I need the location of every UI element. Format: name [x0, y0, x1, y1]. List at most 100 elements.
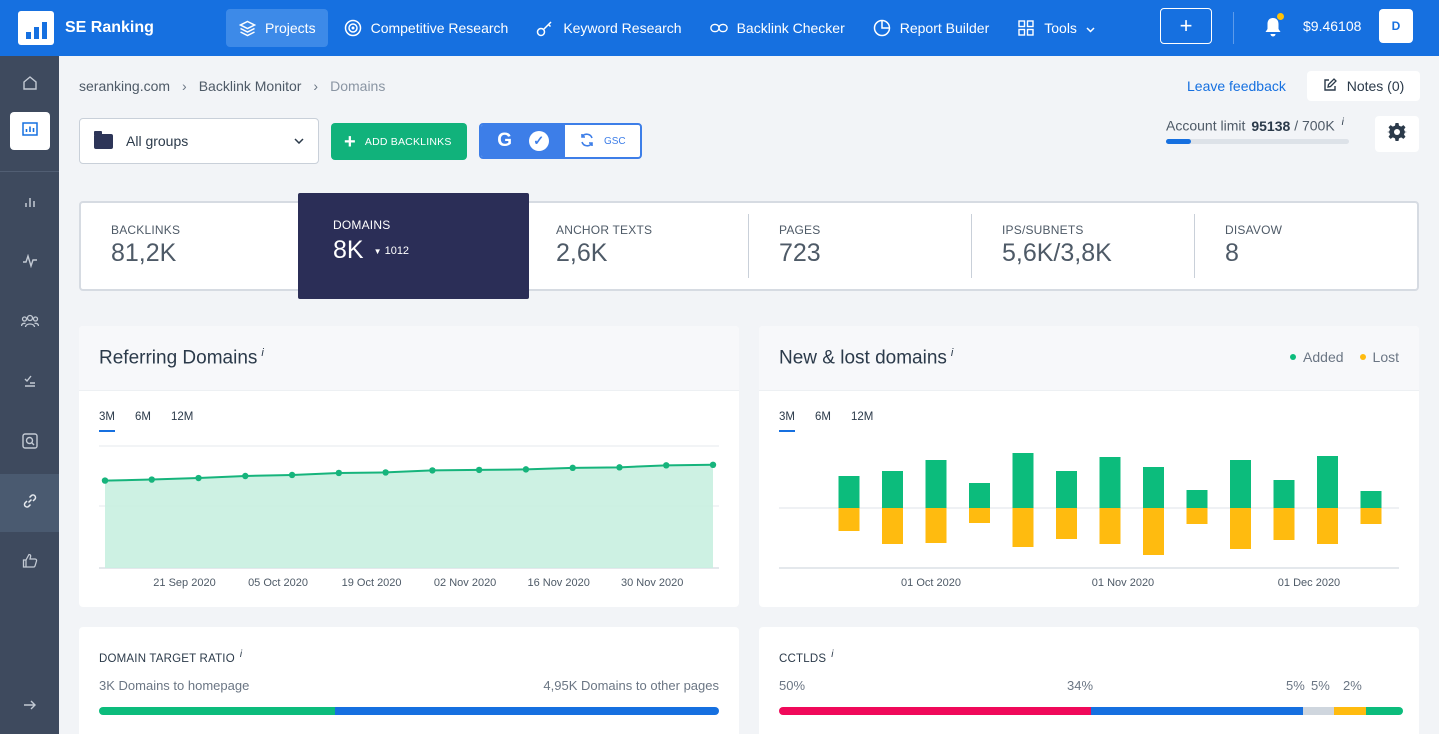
gsc-connect-widget[interactable]: G ✓ GSC: [479, 123, 642, 159]
account-limit-label: Account limit: [1166, 117, 1246, 134]
sidebar-item-audit[interactable]: [0, 354, 59, 412]
google-icon: G: [497, 130, 513, 151]
data-point: [101, 477, 109, 484]
tab-12m[interactable]: 12M: [850, 411, 874, 423]
stat-ips-value: 5,6K/3,8K: [1002, 239, 1112, 267]
cctld-segment[interactable]: [1303, 707, 1335, 715]
nav-competitive-research[interactable]: Competitive Research: [332, 9, 521, 47]
info-icon[interactable]: i: [950, 347, 954, 359]
sidebar-item-search[interactable]: [0, 414, 59, 472]
stat-disavow[interactable]: DISAVOW 8: [1225, 203, 1282, 289]
info-icon[interactable]: i: [239, 649, 243, 660]
top-bar: SE Ranking Projects Competitive Research…: [0, 0, 1439, 56]
ratio-bar-homepage[interactable]: [99, 707, 335, 715]
settings-button[interactable]: [1375, 116, 1419, 152]
bar-added: [838, 476, 860, 508]
cctlds-bar: [779, 707, 1403, 715]
data-point: [148, 476, 155, 483]
breadcrumb-site[interactable]: seranking.com: [79, 78, 171, 94]
nav-backlink-checker[interactable]: Backlink Checker: [698, 9, 857, 47]
bar-chart-icon: [21, 121, 38, 141]
stat-anchor-texts[interactable]: ANCHOR TEXTS 2,6K: [556, 203, 652, 289]
sidebar-item-backlinks[interactable]: [0, 474, 59, 532]
sidebar-item-rankings[interactable]: [0, 174, 59, 232]
sidebar-item-competitors[interactable]: [0, 294, 59, 352]
stat-backlinks-value: 81,2K: [111, 239, 177, 267]
stat-divider: [971, 214, 972, 278]
notifications-bell-icon[interactable]: [1262, 13, 1284, 39]
plus-icon: +: [1179, 13, 1193, 38]
series-line: [104, 463, 714, 482]
ratio-bar-other[interactable]: [334, 707, 719, 715]
sidebar-item-home[interactable]: [0, 56, 59, 114]
stat-domains-label: DOMAINS: [333, 218, 391, 232]
chevron-down-icon: [294, 135, 304, 147]
stat-ips-subnets[interactable]: IPS/SUBNETS 5,6K/3,8K: [1002, 203, 1112, 289]
sidebar-item-analytics[interactable]: [0, 234, 59, 292]
nav-report-builder[interactable]: Report Builder: [861, 9, 1002, 47]
add-backlinks-label: ADD BACKLINKS: [364, 135, 452, 148]
nav-keyword-research[interactable]: Keyword Research: [524, 9, 693, 47]
cctld-percent-label: 50%: [779, 678, 806, 693]
sidebar-item-social[interactable]: [0, 534, 59, 592]
cctld-segment[interactable]: [1334, 707, 1366, 715]
app-logo[interactable]: SE Ranking: [18, 11, 218, 45]
search-box-icon: [21, 432, 38, 454]
stats-icon: [23, 194, 37, 213]
account-limit-progress-fill: [1166, 139, 1191, 144]
thumbs-up-icon: [22, 553, 38, 574]
stat-backlinks-label: BACKLINKS: [111, 223, 181, 237]
grid-icon: [1017, 19, 1035, 37]
sync-icon[interactable]: [579, 132, 595, 151]
account-limit: Account limit 95138 / 700K i: [1166, 117, 1344, 134]
legend-added[interactable]: Added: [1290, 349, 1344, 365]
add-button[interactable]: +: [1160, 8, 1212, 44]
stat-pages[interactable]: PAGES 723: [779, 203, 821, 289]
cctlds-card: CCTLDS i 50% 34% 5% 5% 2%: [759, 627, 1419, 734]
nav-tools-label: Tools: [1044, 20, 1077, 36]
tab-3m[interactable]: 3M: [99, 411, 115, 432]
groups-select[interactable]: All groups: [79, 118, 319, 164]
notes-button[interactable]: Notes (0): [1307, 71, 1420, 101]
add-backlinks-button[interactable]: + ADD BACKLINKS: [331, 123, 467, 160]
nav-projects[interactable]: Projects: [226, 9, 328, 47]
tab-6m[interactable]: 6M: [134, 411, 151, 423]
info-icon[interactable]: i: [831, 649, 834, 660]
account-limit-total: / 700K: [1294, 117, 1335, 134]
user-avatar[interactable]: D: [1379, 9, 1413, 43]
breadcrumb-module[interactable]: Backlink Monitor: [198, 78, 302, 94]
nav-tools[interactable]: Tools: [1005, 9, 1107, 47]
cctld-segment[interactable]: [779, 707, 1091, 715]
info-icon[interactable]: i: [1341, 117, 1344, 128]
tab-3m[interactable]: 3M: [779, 411, 795, 432]
stat-divider: [1194, 214, 1195, 278]
bar-lost: [1099, 508, 1121, 544]
stat-domains[interactable]: DOMAINS 8K ▼ 1012: [298, 193, 529, 299]
plus-icon: +: [344, 130, 356, 153]
cctld-segment[interactable]: [1365, 707, 1403, 715]
header-divider: [1233, 12, 1234, 44]
target-icon: [344, 19, 362, 37]
bar-added: [1360, 491, 1382, 508]
folder-icon: [94, 130, 113, 149]
bar-lost: [1273, 508, 1295, 540]
stat-disavow-label: DISAVOW: [1225, 223, 1283, 237]
stat-domains-delta: 1012: [384, 244, 410, 257]
nav-backlink-label: Backlink Checker: [736, 20, 845, 36]
data-point: [663, 462, 670, 469]
leave-feedback-link[interactable]: Leave feedback: [1187, 78, 1286, 94]
legend-lost[interactable]: Lost: [1359, 349, 1399, 365]
sidebar-expand[interactable]: [0, 678, 59, 734]
x-tick-label: 01 Oct 2020: [901, 577, 961, 589]
stat-backlinks[interactable]: BACKLINKS 81,2K: [111, 203, 180, 289]
cctld-percent-label: 34%: [1067, 678, 1094, 693]
info-icon[interactable]: i: [261, 347, 264, 359]
nav-keyword-label: Keyword Research: [563, 20, 682, 36]
data-point: [195, 474, 202, 482]
tab-6m[interactable]: 6M: [814, 411, 831, 423]
tab-12m[interactable]: 12M: [170, 411, 194, 423]
account-balance[interactable]: $9.46108: [1303, 18, 1362, 34]
cctld-segment[interactable]: [1091, 707, 1304, 715]
sidebar-item-dashboard[interactable]: [0, 102, 59, 160]
bar-added: [1099, 457, 1121, 508]
